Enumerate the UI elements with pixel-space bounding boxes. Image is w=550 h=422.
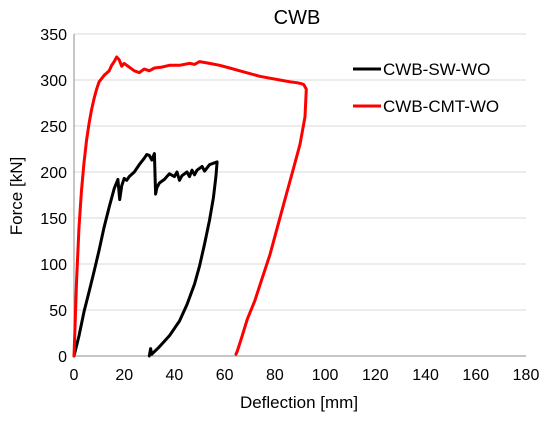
legend: CWB-SW-WO CWB-CMT-WO	[353, 60, 499, 116]
y-tick-label: 150	[40, 211, 67, 228]
chart-title: CWB	[274, 7, 321, 29]
y-tick-label: 350	[40, 27, 67, 44]
x-tick-label: 20	[115, 367, 133, 384]
x-tick-label: 160	[462, 367, 489, 384]
y-tick-label: 0	[58, 349, 67, 366]
y-tick-labels: 0 50 100 150 200 250 300 350	[40, 27, 67, 366]
y-tick-label: 200	[40, 165, 67, 182]
x-tick-labels: 0 20 40 60 80 100 120 140 160 180	[70, 367, 540, 384]
series-line-cwb-sw-wo	[72, 152, 219, 358]
x-tick-label: 180	[513, 367, 540, 384]
x-tick-label: 60	[216, 367, 234, 384]
y-tick-label: 100	[40, 257, 67, 274]
x-tick-label: 120	[362, 367, 389, 384]
series-line-cwb-cmt-wo	[72, 55, 308, 358]
series-layer	[72, 55, 308, 358]
y-tick-label: 250	[40, 119, 67, 136]
y-axis-title: Force [kN]	[7, 157, 26, 235]
legend-label-cwb-sw-wo: CWB-SW-WO	[383, 60, 490, 79]
x-tick-label: 0	[70, 367, 79, 384]
y-tick-label: 50	[49, 303, 67, 320]
x-tick-label: 140	[412, 367, 439, 384]
x-axis-title: Deflection [mm]	[240, 393, 358, 412]
x-tick-label: 80	[266, 367, 284, 384]
y-tick-label: 300	[40, 73, 67, 90]
x-tick-label: 40	[166, 367, 184, 384]
x-tick-label: 100	[312, 367, 339, 384]
legend-label-cwb-cmt-wo: CWB-CMT-WO	[383, 97, 499, 116]
gridlines	[74, 33, 526, 311]
